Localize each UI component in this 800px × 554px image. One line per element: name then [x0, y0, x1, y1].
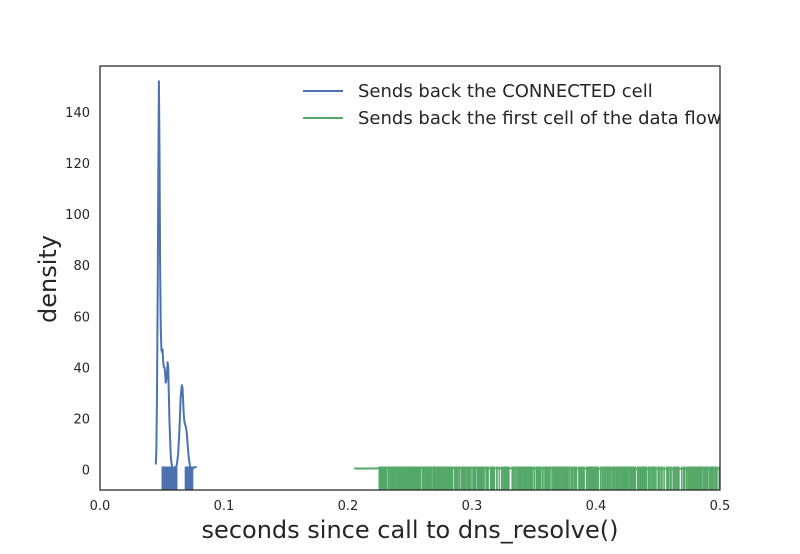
y-axis-ticks: 0 20 40 60 80 100 120 140 [65, 106, 90, 479]
x-axis-ticks: 0.0 0.1 0.2 0.3 0.4 0.5 [90, 499, 731, 514]
y-tick-label: 0 [82, 464, 90, 479]
y-tick-label: 140 [65, 106, 90, 121]
x-tick-label: 0.0 [90, 499, 111, 514]
plot-area [154, 80, 720, 490]
series-line [154, 80, 197, 470]
legend-label: Sends back the CONNECTED cell [358, 81, 653, 102]
y-tick-label: 20 [73, 412, 90, 427]
y-tick-label: 40 [73, 361, 90, 376]
series-1 [154, 80, 197, 490]
x-tick-label: 0.3 [462, 499, 483, 514]
y-tick-label: 100 [65, 208, 90, 223]
x-tick-label: 0.1 [214, 499, 235, 514]
y-tick-label: 120 [65, 157, 90, 172]
plot-frame [99, 65, 721, 491]
y-tick-label: 80 [73, 259, 90, 274]
series-line [354, 467, 720, 470]
y-tick-label: 60 [73, 310, 90, 325]
x-tick-label: 0.4 [586, 499, 607, 514]
series-2 [354, 466, 720, 490]
legend: Sends back the CONNECTED cell Sends back … [303, 81, 721, 129]
x-tick-label: 0.5 [710, 499, 731, 514]
y-axis-label: density [34, 235, 62, 323]
legend-label: Sends back the first cell of the data fl… [358, 108, 721, 129]
x-tick-label: 0.2 [338, 499, 359, 514]
x-axis-label: seconds since call to dns_resolve() [202, 516, 619, 544]
